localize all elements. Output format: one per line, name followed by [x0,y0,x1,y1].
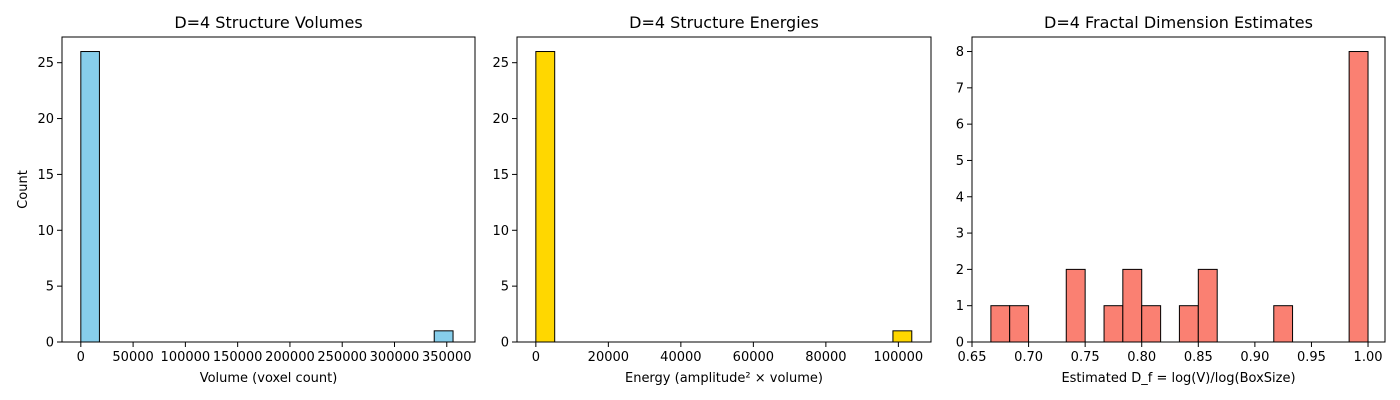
x-tick-label: 350000 [422,350,472,365]
x-tick-label: 0.75 [1071,350,1100,365]
chart-title: D=4 Structure Energies [629,13,819,32]
histogram-bar [892,330,913,343]
y-tick-label: 5 [46,280,54,295]
y-tick-label: 20 [37,112,54,127]
chart-panel-2: 0 20000 40000 60000 80000 100000 0 5 10 15 20 25 D=4… [492,13,932,386]
y-tick-label: 20 [492,112,509,127]
x-tick-label: 0 [77,350,85,365]
x-axis-label: Estimated D_f = log(V)/log(BoxSize) [1061,371,1295,386]
histogram-bar [1178,305,1199,343]
y-tick-label: 7 [956,81,964,96]
y-tick-label: 2 [956,263,964,278]
x-tick-label: 1.00 [1354,350,1383,365]
x-tick-label: 0.80 [1127,350,1156,365]
x-tick-label: 60000 [733,350,774,365]
y-tick-label: 3 [956,227,964,242]
plot-frame [61,36,476,343]
plot-frame [516,36,932,343]
x-tick-label: 0.90 [1240,350,1269,365]
y-tick-label: 8 [956,45,964,60]
y-tick-label: 10 [37,224,54,239]
x-tick-label: 100000 [874,350,924,365]
x-tick-label: 200000 [265,350,315,365]
histogram-bar [535,51,556,343]
y-tick-label: 15 [37,168,54,183]
x-tick-label: 0 [532,350,540,365]
x-tick-label: 50000 [112,350,153,365]
histogram-bar [1348,51,1369,343]
y-tick-label: 5 [956,154,964,169]
y-tick-label: 5 [501,280,509,295]
y-tick-label: 0 [501,336,509,351]
x-axis-label: Energy (amplitude² × volume) [625,371,823,386]
x-tick-label: 0.70 [1014,350,1043,365]
x-tick-label: 0.85 [1184,350,1213,365]
histogram-bar [1065,268,1086,343]
y-tick-label: 0 [46,336,54,351]
x-axis-label: Volume (voxel count) [200,371,338,386]
chart-panel-1: 0 50000 100000 150000 200000 250000 300000 3500… [16,13,476,386]
histogram-bar [1197,268,1218,343]
x-tick-label: 250000 [317,350,367,365]
y-tick-label: 10 [492,224,509,239]
y-tick-label: 25 [492,56,509,71]
histogram-bar [990,305,1011,343]
x-tick-label: 20000 [588,350,629,365]
histogram-bar [1009,305,1030,343]
y-tick-label: 1 [956,299,964,314]
histogram-bar [1103,305,1124,343]
y-axis-label: Count [16,170,31,209]
histogram-bar [1122,268,1143,343]
x-tick-label: 0.65 [958,350,987,365]
histogram-bar [80,51,100,343]
y-tick-label: 0 [956,336,964,351]
x-tick-label: 80000 [805,350,846,365]
histogram-bar [433,330,454,343]
plot-frame [971,36,1386,343]
chart-title: D=4 Fractal Dimension Estimates [1044,13,1313,32]
x-tick-label: 40000 [660,350,701,365]
y-tick-label: 6 [956,118,964,133]
chart-title: D=4 Structure Volumes [174,13,362,32]
histogram-bar [1273,305,1294,343]
y-tick-label: 4 [956,190,964,205]
x-tick-label: 150000 [213,350,263,365]
histogram-bar [1141,305,1162,343]
x-tick-label: 100000 [161,350,211,365]
x-tick-label: 300000 [370,350,420,365]
y-tick-label: 15 [492,168,509,183]
x-tick-label: 0.95 [1297,350,1326,365]
y-tick-label: 25 [37,56,54,71]
chart-panel-3: 0.65 0.70 0.75 0.80 0.85 0.90 0.95 1.00 0 1 2 3 4 5 6 7… [956,13,1386,386]
